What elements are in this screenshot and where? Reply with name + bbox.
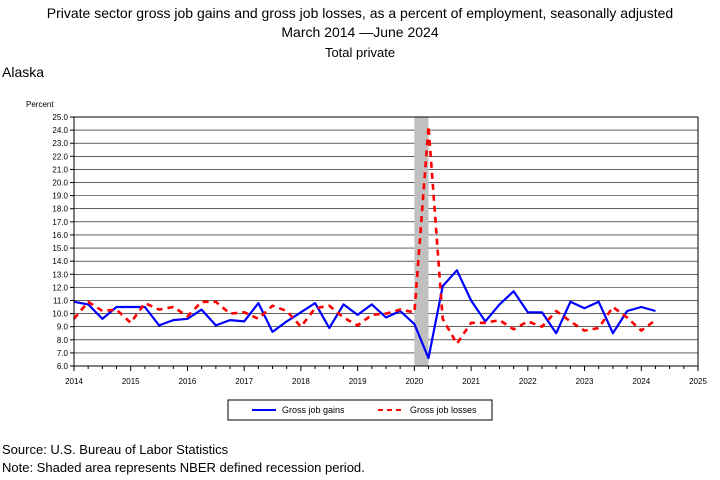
legend-label-gains: Gross job gains: [282, 405, 345, 415]
recession-shading: [414, 117, 429, 366]
x-tick-label: 2025: [689, 377, 707, 386]
y-tick-label: 17.0: [52, 218, 68, 227]
y-tick-label: 6.0: [57, 362, 69, 371]
y-tick-label: 13.0: [52, 270, 68, 279]
y-axis-label: Percent: [26, 100, 54, 109]
y-tick-label: 12.0: [52, 283, 68, 292]
y-tick-label: 8.0: [57, 336, 69, 345]
source-note: Source: U.S. Bureau of Labor Statistics: [2, 442, 229, 457]
y-tick-label: 25.0: [52, 113, 68, 122]
x-tick-label: 2014: [65, 377, 83, 386]
series-lines: [73, 124, 657, 360]
y-tick-label: 19.0: [52, 192, 68, 201]
y-tick-label: 20.0: [52, 179, 68, 188]
y-tick-label: 7.0: [57, 349, 69, 358]
series-line-gross-job-losses: [73, 124, 657, 346]
series-line-gross-job-gains: [73, 269, 656, 360]
y-tick-label: 11.0: [53, 296, 69, 305]
x-tick-label: 2021: [462, 377, 480, 386]
x-tick-label: 2020: [405, 377, 423, 386]
series-scope-label: Total private: [324, 45, 396, 60]
recession-note: Note: Shaded area represents NBER define…: [2, 460, 365, 475]
y-axis: 6.0 7.0 8.0 9.0 10.0 11.0 12.0 13.0 14.0 15.0 16.0…: [52, 113, 74, 371]
x-tick-label: 2024: [632, 377, 650, 386]
x-tick-label: 2017: [235, 377, 253, 386]
y-tick-label: 14.0: [52, 257, 68, 266]
region-label: Alaska: [2, 64, 45, 80]
x-tick-label: 2015: [122, 377, 140, 386]
legend-label-losses: Gross job losses: [410, 405, 477, 415]
plot-frame: [73, 116, 699, 367]
y-tick-label: 22.0: [52, 152, 68, 161]
x-axis: 2014 2015 2016 2017 2018 2019 2020 2021 2022 2023…: [65, 366, 707, 386]
y-tick-label: 18.0: [52, 205, 68, 214]
y-tick-label: 23.0: [52, 139, 68, 148]
legend-box: [227, 399, 493, 421]
x-tick-label: 2022: [519, 377, 537, 386]
x-tick-label: 2018: [292, 377, 310, 386]
chart-title: Private sector gross job gains and gross…: [46, 5, 674, 21]
y-tick-label: 9.0: [57, 323, 69, 332]
x-tick-label: 2016: [179, 377, 197, 386]
y-tick-label: 16.0: [52, 231, 68, 240]
recession-band: [414, 117, 429, 366]
x-tick-label: 2019: [349, 377, 367, 386]
y-tick-label: 15.0: [52, 244, 68, 253]
x-tick-label: 2023: [576, 377, 594, 386]
y-tick-label: 10.0: [52, 310, 68, 319]
chart-subtitle: March 2014 —June 2024: [281, 24, 439, 40]
y-tick-label: 21.0: [52, 165, 68, 174]
legend: Gross job gains Gross job losses: [227, 399, 493, 421]
y-tick-label: 24.0: [52, 126, 68, 135]
